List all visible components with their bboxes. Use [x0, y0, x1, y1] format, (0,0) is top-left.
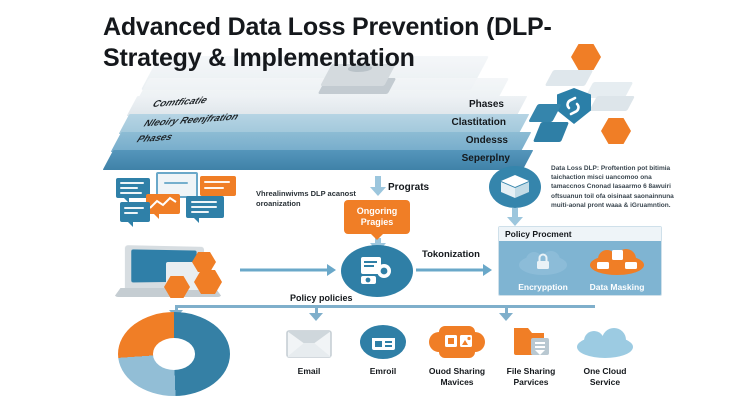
cloud-icon	[577, 328, 633, 358]
page-title: Advanced Data Loss Prevention (DLP- Stra…	[103, 12, 703, 73]
channel-email[interactable]: Email	[266, 322, 352, 377]
trend-line-glyph	[149, 196, 177, 209]
policy-item-data-masking[interactable]: Data Masking	[581, 245, 653, 293]
policy-panel-header: Policy Procment	[499, 227, 661, 241]
layer-row-0: Comtficatie Phases	[126, 95, 528, 116]
risk-distribution-donut-chart	[118, 312, 230, 396]
prograts-label: Prograts	[388, 182, 430, 193]
shield-lock-icon	[557, 88, 591, 124]
dlp-engine-icon	[341, 245, 413, 297]
encryption-label: Encryppt­ion	[518, 282, 568, 292]
cloud-lock-icon	[519, 251, 567, 275]
channel-device-sharing-label: Ouod Sharing Mavices	[428, 366, 486, 387]
security-icon-cluster	[527, 44, 639, 144]
layer-right-label-3: Seperplny	[461, 153, 510, 164]
title-line-2: Strategy & Implementation	[103, 43, 415, 72]
cloud-masking-icon	[590, 249, 644, 275]
layer-right-label-0: Phases	[468, 99, 504, 110]
link-glyph	[566, 96, 580, 116]
document-badge-icon	[528, 104, 562, 122]
channel-file-sharing-label: File Sharing Parvices	[506, 366, 556, 387]
layer-right-label-2: Ondesss	[465, 135, 508, 146]
tokenization-label: Tokonization	[422, 249, 480, 260]
chart-card-icon	[146, 194, 180, 219]
folder-share-icon	[514, 328, 549, 355]
channel-device-sharing[interactable]: Ouod Sharing Mavices	[414, 322, 500, 387]
policy-item-encryption[interactable]: Encryppt­ion	[507, 245, 579, 293]
list-badge-icon	[601, 118, 631, 144]
bus-arrow-c4	[499, 313, 513, 321]
distribution-connector	[175, 305, 595, 308]
dlp-description-text: Data Loss DLP: Proftention pot bitimia t…	[551, 165, 674, 209]
document-card-cluster	[112, 172, 240, 236]
list-card-icon	[186, 196, 224, 223]
text-card-icon	[120, 202, 150, 227]
bus-drop-donut	[175, 305, 178, 311]
channel-cloud-service-label: One Cloud Service	[583, 366, 627, 387]
iso-plate-3	[589, 96, 635, 111]
device-sharing-icon	[429, 326, 485, 358]
arrow-right-from-laptop	[240, 264, 336, 276]
dlp-caption: Vhrealinwivms DLP acanost oroanization	[256, 189, 356, 209]
layer-row-2: Phases Ondesss	[110, 132, 532, 152]
open-box-glyph	[501, 175, 529, 198]
channel-cloud-service[interactable]: One Cloud Service	[562, 322, 648, 387]
channel-file-sharing[interactable]: File Sharing Parvices	[488, 322, 574, 387]
bus-drop-c4	[505, 305, 508, 315]
speech-card-1	[116, 178, 150, 203]
data-package-icon	[489, 166, 541, 208]
data-masking-label: Data Masking	[589, 282, 645, 292]
arrow-down-from-cube	[506, 208, 524, 226]
arrow-down-to-ongoing	[369, 176, 387, 196]
ongoing-practices-label: Ongoring Pragies	[356, 206, 398, 227]
layer-right-label-1: Clastitation	[451, 117, 506, 128]
bus-drop-c2	[315, 305, 318, 315]
document-scan-glyph	[361, 257, 391, 284]
bus-arrow-c2	[309, 313, 323, 321]
endpoint-laptop-icon	[114, 245, 232, 302]
layer-row-3: Seperplny	[102, 150, 534, 170]
channel-emroil-label: Emroil	[369, 366, 397, 376]
envelope-icon	[286, 330, 332, 358]
layer-row-1: Nleoiry Reenjfration Clastitation	[118, 111, 530, 134]
arrow-right-tokenization	[416, 264, 492, 276]
browser-window-icon	[360, 325, 406, 359]
report-icon	[532, 122, 570, 142]
policy-enforcement-panel: Policy Procment Encryppt­ion Data Maskin…	[498, 226, 662, 296]
badge-user-icon	[164, 276, 190, 298]
badge-file-icon	[192, 252, 216, 272]
channel-emroil[interactable]: Emroil	[340, 322, 426, 377]
policy-policies-label: Policy policies	[290, 293, 353, 303]
badge-bank-icon	[194, 270, 222, 294]
ongoing-practices-box[interactable]: Ongoring Pragies	[344, 200, 410, 234]
title-line-1: Advanced Data Loss Prevention (DLP-	[103, 13, 552, 41]
speech-card-2	[200, 176, 236, 201]
channel-email-label: Email	[297, 366, 321, 376]
